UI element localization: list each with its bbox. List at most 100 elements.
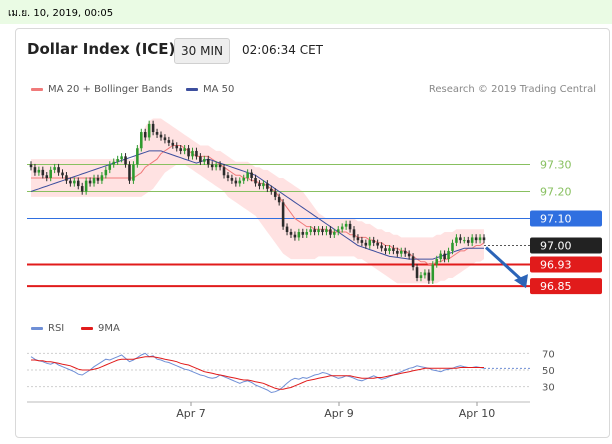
candle-body — [281, 202, 285, 227]
rsi-tick-70: 70 — [542, 349, 555, 360]
timeframe-badge[interactable]: 30 MIN — [174, 38, 230, 64]
candle-body — [392, 248, 395, 251]
research-credit: Research © 2019 Trading Central — [428, 84, 596, 95]
candle-body — [447, 250, 450, 260]
candle-body — [41, 169, 45, 176]
level-badge-96.93 — [530, 256, 602, 273]
date-text: เม.ย. 10, 2019, 00:05 — [8, 8, 114, 19]
candle-body — [364, 242, 368, 246]
candle-body — [100, 175, 104, 181]
candle-body — [352, 229, 356, 238]
candle-body — [266, 183, 269, 189]
candle-body — [435, 259, 439, 265]
candle-body — [254, 177, 257, 184]
level-badge-97.10 — [530, 210, 602, 227]
candle-body — [222, 167, 226, 176]
candle-body — [234, 180, 238, 184]
candle-body — [399, 250, 403, 254]
candle-body — [76, 180, 80, 187]
candle-body — [69, 180, 72, 184]
candle-body — [53, 167, 56, 170]
candle-body — [376, 242, 379, 246]
candle-body — [396, 250, 399, 254]
candle-body — [120, 156, 123, 160]
candle-body — [258, 183, 261, 187]
legend-ma20-label: MA 20 + Bollinger Bands — [48, 84, 173, 95]
ma50-line — [30, 150, 484, 260]
candle-body — [285, 226, 289, 233]
ma20-line — [31, 145, 485, 265]
candle-body — [403, 250, 407, 254]
candle-body — [65, 175, 68, 181]
legend-rsi-label: RSI — [48, 323, 65, 334]
candle-body — [368, 240, 372, 246]
candle-body — [179, 148, 182, 151]
candle-body — [175, 145, 179, 149]
candle-body — [439, 253, 442, 260]
candle-body — [309, 229, 312, 233]
candle-body — [37, 169, 41, 173]
candle-body — [455, 237, 458, 243]
candle-body — [92, 177, 96, 184]
candle-body — [167, 140, 171, 143]
candle-body — [183, 148, 186, 151]
rsi-tick-30: 30 — [542, 383, 555, 394]
candle-body — [96, 177, 100, 181]
candle-body — [80, 186, 84, 192]
level-badge-96.85 — [530, 278, 602, 295]
candle-body — [478, 237, 482, 241]
level-badge-97.00 — [530, 237, 602, 254]
candle-body — [112, 161, 116, 165]
candle-body — [203, 159, 206, 162]
candle-body — [214, 164, 218, 168]
candle-body — [329, 229, 332, 235]
candle-body — [340, 226, 344, 230]
candle-body — [140, 132, 143, 149]
candle-body — [88, 180, 92, 184]
level-label-97.10: 97.10 — [540, 213, 572, 226]
candle-body — [474, 237, 478, 241]
candle-body — [49, 169, 52, 178]
candle-body — [384, 248, 387, 251]
candle-body — [463, 240, 466, 242]
candle-body — [230, 177, 234, 181]
x-tick-Apr-9: Apr 9 — [324, 407, 354, 420]
candle-body — [380, 245, 383, 249]
candle-body — [195, 150, 198, 157]
candle-body — [466, 240, 470, 243]
candle-body — [459, 237, 462, 241]
candle-body — [344, 223, 348, 227]
ma50-swatch-icon — [186, 87, 198, 91]
candle-body — [132, 164, 135, 181]
legend-ma9-label: 9MA — [98, 323, 120, 334]
candle-body — [171, 142, 175, 146]
rsi-swatch-icon — [31, 326, 43, 330]
candle-body — [419, 275, 423, 278]
candle-body — [356, 237, 360, 241]
candle-body — [305, 232, 309, 235]
candle-body — [199, 156, 202, 162]
level-label-97.00: 97.00 — [540, 240, 572, 253]
candle-body — [277, 196, 281, 203]
candle-body — [411, 256, 415, 268]
candle-body — [155, 132, 159, 135]
candle-body — [143, 132, 147, 138]
candle-body — [159, 134, 163, 138]
candle-body — [415, 267, 419, 278]
candle-body — [321, 229, 324, 233]
candle-body — [33, 167, 37, 173]
rsi-tick-50: 50 — [542, 366, 555, 377]
level-label-96.93: 96.93 — [540, 258, 572, 271]
candle-body — [270, 188, 273, 192]
rsi-line — [30, 352, 485, 394]
candle-body — [206, 159, 210, 165]
candle-body — [104, 169, 108, 176]
candle-body — [423, 272, 427, 276]
candle-body — [482, 237, 486, 241]
candle-body — [226, 175, 230, 178]
candle-body — [431, 264, 435, 281]
legend-ma50: MA 50 — [186, 84, 234, 95]
candle-body — [151, 123, 155, 133]
chart-time: 02:06:34 CET — [242, 43, 323, 57]
